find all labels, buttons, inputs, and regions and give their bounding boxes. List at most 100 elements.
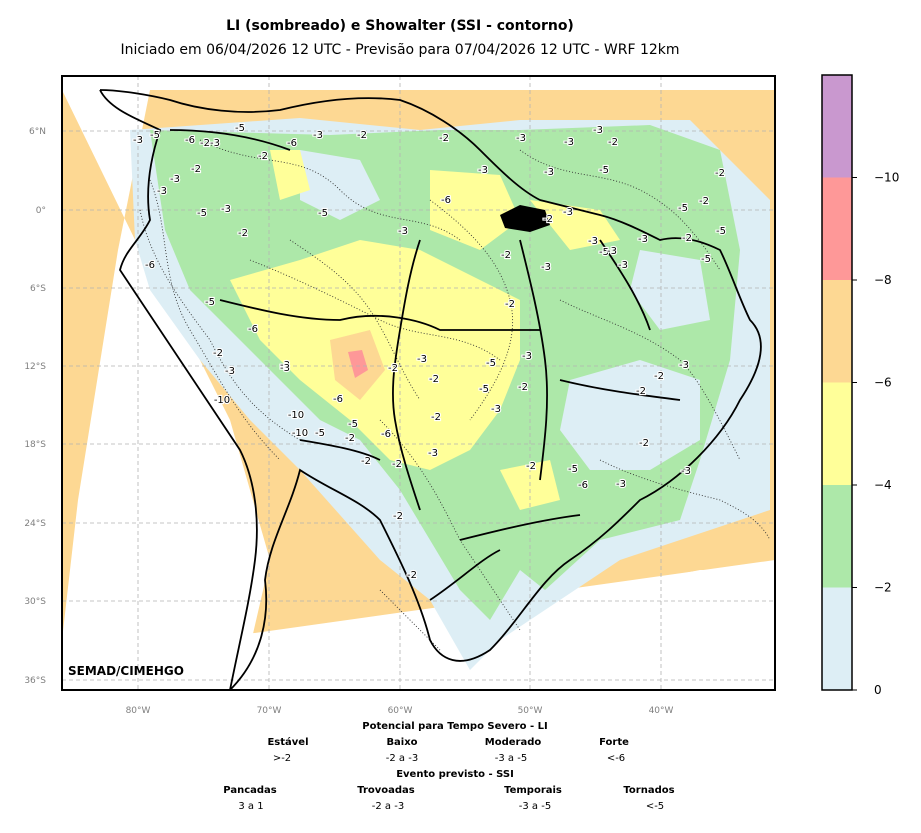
ssi-contour-label: -5: [716, 226, 726, 237]
ssi-category-name: Pancadas: [223, 785, 277, 796]
ssi-category-range: -3 a -5: [518, 801, 552, 812]
ssi-contour-label: -10: [214, 395, 230, 406]
ssi-contour-label: -2: [429, 374, 439, 385]
ssi-contour-label: -2: [715, 168, 725, 179]
domain-outside-east: [470, 570, 775, 690]
ssi-labels: -3 -5 -6 -2 -3-5-6-3 -2 -2-3-3-3 -2-3-5-3 -2-5-2…: [132, 122, 727, 582]
ssi-contour-label: -2: [361, 456, 371, 467]
li-patch-light-blue-3: [630, 250, 710, 330]
lon-label: 80°W: [126, 706, 151, 716]
ssi-contour-label: -5: [318, 208, 328, 219]
colorbar-band: [822, 177, 852, 280]
li-shading-layer: [62, 90, 775, 690]
ssi-contour-label: -3: [516, 133, 526, 144]
ssi-contour-label: -3: [133, 135, 143, 146]
ssi-contour-label: -6: [287, 138, 297, 149]
li-patch-red: [348, 350, 368, 378]
ssi-contour-label: -6: [333, 394, 343, 405]
li-legend-title: Potencial para Tempo Severo - LI: [362, 721, 548, 732]
ssi-contour-label: -3: [478, 165, 488, 176]
ssi-contour-label: -3: [157, 186, 167, 197]
li-patch-light-blue-2: [300, 150, 380, 220]
map-grid: [62, 76, 775, 690]
colorbar-tick-label: −10: [874, 171, 899, 185]
west-coastline: [99, 89, 258, 690]
continent-outline: [99, 89, 762, 690]
colorbar-tick-label: 0: [874, 683, 882, 697]
ssi-contour-label: -2: [699, 196, 709, 207]
li-category-name: Baixo: [386, 737, 418, 748]
ssi-contour-label: -2: [636, 386, 646, 397]
ssi-contour-label: -3: [541, 262, 551, 273]
ssi-contour-label: -3: [588, 236, 598, 247]
border-line: [519, 239, 548, 481]
colorbar-tick-label: −2: [874, 581, 892, 595]
ssi-contour-label: -3: [313, 130, 323, 141]
ssi-contour-label: -3: [280, 360, 290, 371]
border-line: [459, 514, 581, 541]
lat-label: 6°N: [29, 127, 46, 137]
lat-label: 6°S: [30, 284, 46, 294]
colorbar-band: [822, 280, 852, 383]
ssi-contour-label: -5: [701, 254, 711, 265]
domain-outside-west: [62, 90, 270, 690]
ssi-contour-label: -2: [213, 348, 223, 359]
ssi-contour-label: -3: [225, 366, 235, 377]
ssi-contour-label: -3: [210, 138, 220, 149]
ssi-contour-label: -3: [638, 234, 648, 245]
ssi-contour-label: -6: [145, 260, 155, 271]
ssi-contour-label: -3: [563, 207, 573, 218]
colorbar-tick-label: −4: [874, 478, 892, 492]
li-patch-yellow-4: [530, 200, 620, 250]
ssi-contour-label: -2: [501, 250, 511, 261]
colorbar-tick-label: −6: [874, 376, 892, 390]
ssi-contour-label: -3: [681, 466, 691, 477]
ssi-contour-label: -2: [407, 570, 417, 581]
ssi-contour-label: -2: [200, 138, 210, 149]
ssi-contour-label: -2: [608, 137, 618, 148]
border-line: [429, 549, 501, 601]
ssi-category-range: 3 a 1: [238, 801, 264, 812]
ssi-contour-label: -5: [486, 358, 496, 369]
ssi-contour-label: -3: [564, 137, 574, 148]
ssi-contour-label: -2: [505, 299, 515, 310]
ssi-contour-line: [379, 419, 521, 631]
ssi-contour-label: -5: [479, 384, 489, 395]
country-borders: [99, 89, 762, 690]
map-credit: SEMAD/CIMEHGO: [68, 664, 184, 678]
ssi-category-range: <-5: [645, 801, 665, 812]
lat-label: 24°S: [24, 519, 46, 529]
ssi-contour-label: -5: [150, 130, 160, 141]
ssi-contour-label: -2: [518, 382, 528, 393]
ssi-contour-label: -3: [428, 448, 438, 459]
border-line: [392, 239, 421, 511]
ssi-category-name: Trovoadas: [357, 785, 415, 796]
ssi-contour-label: -2: [393, 511, 403, 522]
ssi-category-name: Tornados: [623, 785, 675, 796]
ssi-contour-label: -5: [315, 428, 325, 439]
ssi-contour-label: -3: [417, 354, 427, 365]
ssi-contour-label: -3: [618, 260, 628, 271]
ssi-contour-label: -3: [170, 174, 180, 185]
border-line: [219, 299, 540, 331]
border-line: [299, 439, 381, 461]
ssi-contour-line: [379, 589, 441, 651]
ssi-contour-label: -3: [607, 246, 617, 257]
lat-label: 30°S: [24, 597, 46, 607]
ssi-contour-label: -5: [678, 203, 688, 214]
ssi-contour-label: -5: [599, 165, 609, 176]
ssi-contour-label: -6: [248, 324, 258, 335]
ssi-contour-label: -5: [205, 297, 215, 308]
li-category-name: Estável: [267, 737, 309, 748]
ssi-contour-label: -2: [388, 363, 398, 374]
border-line: [169, 129, 291, 151]
li-category-range: <-6: [606, 753, 626, 764]
ssi-contour-label: -3: [398, 226, 408, 237]
ssi-contour-label: -2: [238, 228, 248, 239]
ssi-contour-label: -5: [599, 247, 609, 258]
ssi-contour-label: -2: [345, 433, 355, 444]
ssi-contour-label: -5: [568, 464, 578, 475]
ssi-contour-line: [199, 139, 461, 241]
colorbar-band: [822, 485, 852, 588]
lon-label: 40°W: [649, 706, 674, 716]
